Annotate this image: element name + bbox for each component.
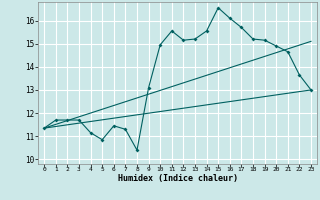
X-axis label: Humidex (Indice chaleur): Humidex (Indice chaleur) [118,174,238,183]
